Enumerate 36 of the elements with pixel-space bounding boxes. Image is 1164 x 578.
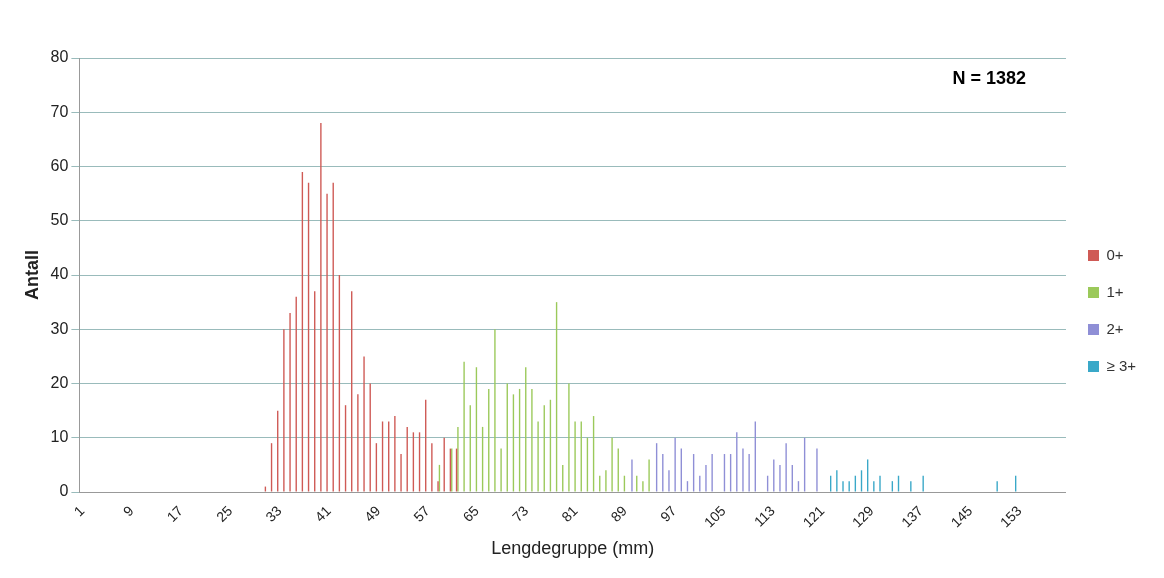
y-tick-label: 70 [50, 102, 69, 120]
y-axis-title: Antall [21, 249, 42, 301]
x-tick-label: 89 [607, 502, 631, 525]
x-tick-label: 129 [848, 502, 877, 531]
x-tick-label: 57 [410, 502, 433, 525]
x-tick-label: 1 [70, 502, 88, 520]
legend-label: 1+ [1106, 282, 1124, 300]
x-tick-label: 25 [212, 502, 236, 525]
x-tick-label: 73 [508, 502, 532, 525]
y-tick-label: 40 [50, 265, 69, 283]
y-tick-label: 50 [50, 211, 69, 229]
x-tick-label: 145 [947, 502, 976, 531]
x-tick-label: 49 [360, 502, 384, 525]
legend-label: 2+ [1106, 319, 1124, 337]
y-tick-label: 0 [59, 482, 69, 500]
x-tick-label: 153 [996, 502, 1025, 531]
y-tick-label: 10 [50, 428, 69, 446]
y-tick-label: 20 [50, 373, 69, 391]
x-tick-label: 97 [656, 502, 680, 525]
x-tick-label: 81 [558, 502, 581, 525]
x-tick-label: 41 [311, 502, 335, 525]
x-tick-label: 113 [750, 502, 779, 530]
x-tick-label: 137 [898, 502, 927, 531]
y-tick-label: 30 [50, 319, 69, 337]
x-axis-title: Lengdegruppe (mm) [491, 538, 655, 559]
y-tick-label: 60 [50, 156, 69, 174]
x-tick-label: 33 [262, 502, 285, 525]
x-tick-label: 9 [119, 502, 137, 520]
y-tick-label: 80 [50, 48, 69, 66]
x-tick-label: 121 [799, 502, 828, 531]
x-tick-label: 65 [459, 502, 483, 525]
legend-label: 0+ [1106, 245, 1124, 263]
annotation: N = 1382 [952, 67, 1026, 88]
legend-label: ≥ 3+ [1106, 356, 1137, 374]
x-tick-label: 17 [163, 502, 187, 525]
x-tick-label: 105 [700, 502, 729, 531]
